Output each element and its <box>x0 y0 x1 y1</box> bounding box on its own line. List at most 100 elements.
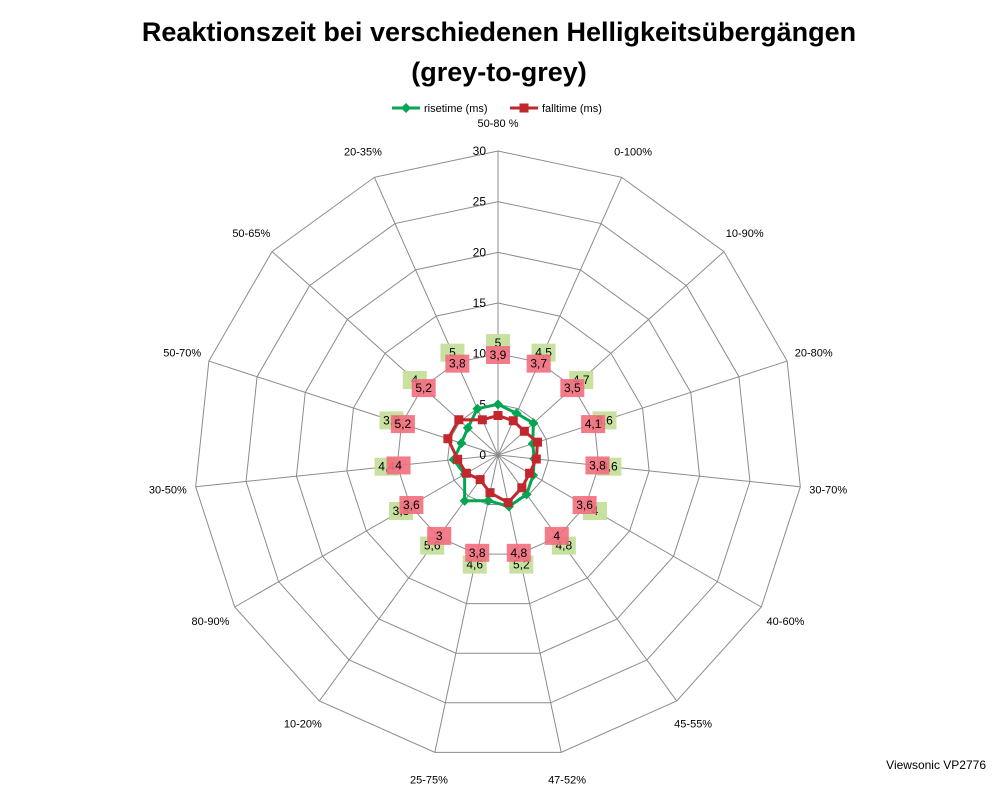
r-axis-tick-label: 20 <box>473 245 487 259</box>
legend-falltime-marker <box>519 103 529 113</box>
series-line-falltime <box>446 413 540 505</box>
grid-ring <box>295 251 701 654</box>
falltime-data-label: 3,7 <box>530 357 547 371</box>
risetime-data-label: 5 <box>495 336 502 350</box>
legend-risetime-label: risetime (ms) <box>424 103 488 115</box>
falltime-point <box>493 410 503 420</box>
falltime-point <box>503 498 513 508</box>
r-axis-tick-label: 10 <box>473 347 487 361</box>
falltime-data-label: 4 <box>553 529 560 543</box>
falltime-data-label-box <box>427 526 452 545</box>
risetime-point <box>528 418 539 429</box>
risetime-point <box>483 495 494 506</box>
falltime-point <box>443 434 453 444</box>
category-label: 25-75% <box>410 775 448 786</box>
falltime-point <box>461 468 471 478</box>
falltime-data-label-box <box>544 526 569 545</box>
falltime-data-label-box <box>560 379 585 398</box>
category-label: 80-90% <box>192 616 230 628</box>
grid-spoke <box>195 454 499 488</box>
series-line-risetime <box>452 402 536 509</box>
falltime-data-label-box <box>486 346 510 364</box>
category-label: 30-50% <box>149 485 187 497</box>
risetime-point <box>493 399 503 410</box>
risetime-point <box>462 422 473 433</box>
grid-ring <box>346 302 650 605</box>
falltime-point <box>454 415 464 425</box>
category-label: 50-65% <box>232 228 270 240</box>
falltime-data-label: 4,8 <box>510 546 527 560</box>
falltime-data-label-box <box>399 496 424 514</box>
falltime-data-label: 3,6 <box>576 498 593 512</box>
falltime-data-label: 3,8 <box>449 357 466 371</box>
falltime-data-label: 5,2 <box>395 417 412 431</box>
category-label: 0-100% <box>614 147 652 159</box>
risetime-point <box>459 495 470 506</box>
falltime-point <box>533 437 543 447</box>
falltime-point <box>508 416 518 426</box>
grid-spoke <box>318 454 499 702</box>
falltime-data-label-box <box>445 354 470 373</box>
category-label: 20-80% <box>795 347 833 359</box>
legend-falltime-label: falltime (ms) <box>542 103 602 115</box>
grid-ring <box>396 353 600 555</box>
chart-title-line1: Reaktionszeit bei verschiedenen Helligke… <box>141 17 857 47</box>
r-axis-tick-label: 15 <box>473 296 487 310</box>
falltime-data-label: 3,8 <box>469 546 486 560</box>
r-axis-tick-label: 0 <box>479 448 486 462</box>
grid-spoke <box>208 360 499 456</box>
category-label: 40-60% <box>767 616 805 628</box>
category-label: 45-55% <box>674 719 712 731</box>
falltime-data-label-box <box>411 379 436 398</box>
r-axis-tick-label: 25 <box>473 195 487 209</box>
chart-title: Reaktionszeit bei verschiedenen Helligke… <box>0 12 998 92</box>
chart-title-line2: (grey-to-grey) <box>411 57 587 87</box>
falltime-data-label-box <box>465 543 490 562</box>
falltime-data-label: 3,9 <box>490 348 507 362</box>
risetime-point <box>511 408 522 419</box>
grid-spoke <box>497 360 788 456</box>
risetime-data-label: 5 <box>449 346 456 360</box>
category-label: 30-70% <box>809 485 847 497</box>
falltime-data-label-box <box>526 354 551 373</box>
category-label: 50-70% <box>163 347 201 359</box>
falltime-data-label-box <box>390 415 415 434</box>
category-label: 20-35% <box>344 147 382 159</box>
falltime-point <box>519 426 529 436</box>
category-label: 50-80 % <box>478 118 519 130</box>
grid-spoke <box>497 177 623 456</box>
category-label: 47-52% <box>548 775 586 786</box>
falltime-point <box>525 468 535 478</box>
category-label: 10-90% <box>726 228 764 240</box>
falltime-point <box>517 483 527 493</box>
falltime-point <box>453 454 463 464</box>
falltime-data-label: 3,5 <box>564 381 581 395</box>
falltime-data-label-box <box>506 543 531 562</box>
grid-ring <box>245 201 751 704</box>
falltime-data-label-box <box>581 415 606 434</box>
falltime-data-label: 5,2 <box>415 381 432 395</box>
falltime-point <box>475 475 485 485</box>
falltime-point <box>485 488 495 498</box>
grid-spoke <box>497 454 801 488</box>
falltime-data-label-box <box>572 496 597 514</box>
falltime-point <box>531 454 541 464</box>
r-axis-tick-label: 30 <box>473 144 487 158</box>
falltime-data-label: 4 <box>395 458 402 472</box>
legend-risetime-marker <box>401 103 411 113</box>
falltime-data-label-box <box>386 456 411 475</box>
grid-spoke <box>497 454 762 608</box>
grid-ring <box>195 150 801 753</box>
falltime-data-label: 3,8 <box>589 458 606 472</box>
falltime-point <box>477 415 487 425</box>
watermark-label: Viewsonic VP2776 <box>886 758 986 772</box>
r-axis-tick-label: 5 <box>479 397 486 411</box>
risetime-point <box>472 403 483 414</box>
category-label: 10-20% <box>284 719 322 731</box>
grid-spoke <box>234 454 499 608</box>
falltime-data-label: 3,6 <box>403 498 420 512</box>
falltime-data-label: 4,1 <box>585 417 602 431</box>
falltime-data-label: 3 <box>436 529 443 543</box>
risetime-point <box>456 438 467 449</box>
